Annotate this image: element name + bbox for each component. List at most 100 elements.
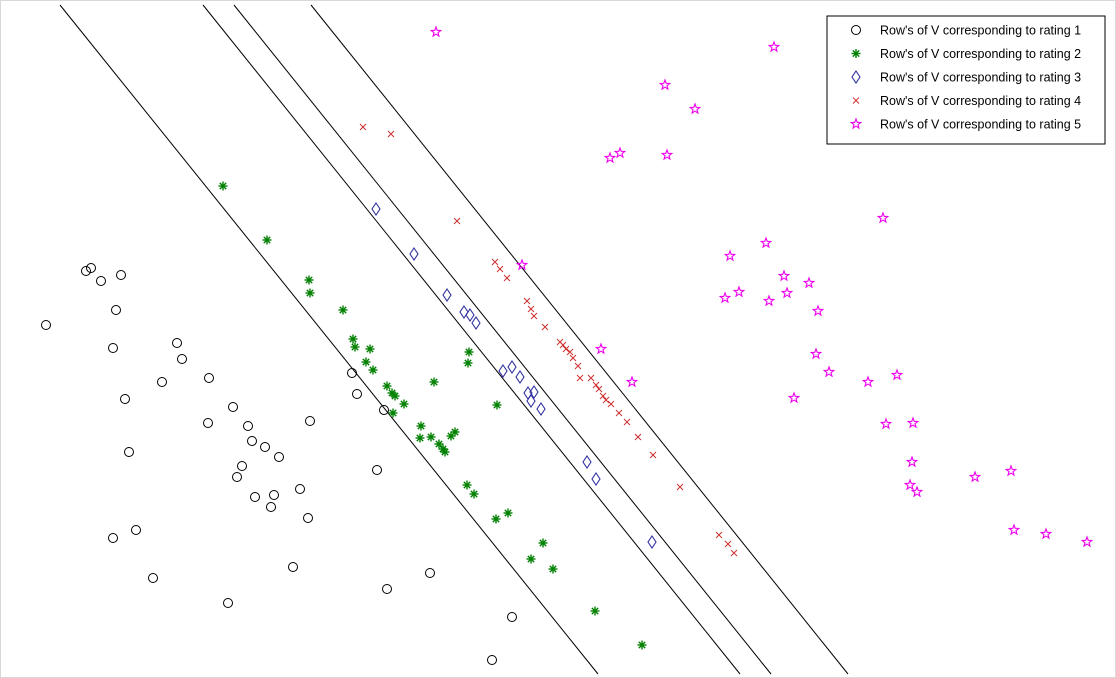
point-rating-5-23 bbox=[861, 375, 875, 388]
point-rating-3-1 bbox=[371, 202, 381, 216]
legend: Row's of V corresponding to rating 1 Row'… bbox=[826, 15, 1106, 145]
point-rating-1-33 bbox=[347, 368, 357, 378]
point-rating-4-30 bbox=[724, 540, 732, 548]
point-rating-1-20 bbox=[237, 461, 247, 471]
point-rating-4-24 bbox=[615, 409, 623, 417]
point-rating-2-32 bbox=[526, 554, 536, 564]
point-rating-4-17 bbox=[576, 374, 584, 382]
point-rating-1-12 bbox=[177, 354, 187, 364]
point-rating-5-34 bbox=[1039, 527, 1053, 540]
point-rating-2-16 bbox=[429, 377, 439, 387]
point-rating-3-13 bbox=[536, 402, 546, 416]
point-rating-5-8 bbox=[876, 211, 890, 224]
point-rating-1-18 bbox=[260, 442, 270, 452]
point-rating-1-36 bbox=[372, 465, 382, 475]
point-rating-4-6 bbox=[503, 274, 511, 282]
point-rating-4-29 bbox=[715, 531, 723, 539]
point-rating-4-21 bbox=[599, 392, 607, 400]
point-rating-2-35 bbox=[590, 606, 600, 616]
legend-item-rating-5: Row's of V corresponding to rating 5 bbox=[849, 117, 1081, 132]
point-rating-4-26 bbox=[634, 433, 642, 441]
legend-label-rating-3: Row's of V corresponding to rating 3 bbox=[880, 71, 1081, 85]
point-rating-1-27 bbox=[305, 416, 315, 426]
point-rating-1-3 bbox=[86, 263, 96, 273]
point-rating-4-19 bbox=[592, 381, 600, 389]
point-rating-4-14 bbox=[566, 348, 574, 356]
legend-marker-rating-4 bbox=[852, 97, 860, 104]
point-rating-5-25 bbox=[787, 391, 801, 404]
point-rating-3-12 bbox=[526, 394, 536, 408]
point-rating-5-9 bbox=[515, 258, 529, 271]
point-rating-3-7 bbox=[498, 364, 508, 378]
point-rating-4-12 bbox=[559, 341, 567, 349]
point-rating-1-5 bbox=[116, 270, 126, 280]
point-rating-3-16 bbox=[647, 535, 657, 549]
point-rating-5-19 bbox=[594, 342, 608, 355]
point-rating-4-4 bbox=[491, 258, 499, 266]
point-rating-4-31 bbox=[730, 549, 738, 557]
point-rating-5-21 bbox=[822, 365, 836, 378]
point-rating-3-14 bbox=[582, 455, 592, 469]
point-rating-5-22 bbox=[625, 375, 639, 388]
series-rating-4 bbox=[359, 123, 738, 557]
point-rating-1-39 bbox=[507, 612, 517, 622]
point-rating-5-35 bbox=[1080, 535, 1094, 548]
point-rating-1-6 bbox=[111, 305, 121, 315]
point-rating-2-3 bbox=[304, 275, 314, 285]
point-rating-2-28 bbox=[462, 480, 472, 490]
point-rating-4-9 bbox=[530, 312, 538, 320]
series-rating-3 bbox=[371, 202, 657, 549]
point-rating-1-24 bbox=[269, 490, 279, 500]
point-rating-5-18 bbox=[811, 304, 825, 317]
point-rating-3-6 bbox=[471, 316, 481, 330]
point-rating-5-28 bbox=[905, 455, 919, 468]
point-rating-1-8 bbox=[120, 394, 130, 404]
point-rating-3-15 bbox=[591, 472, 601, 486]
point-rating-2-14 bbox=[399, 399, 409, 409]
point-rating-3-2 bbox=[409, 247, 419, 261]
point-rating-5-20 bbox=[809, 347, 823, 360]
point-rating-1-32 bbox=[288, 562, 298, 572]
point-rating-1-23 bbox=[266, 502, 276, 512]
point-rating-1-4 bbox=[96, 276, 106, 286]
legend-marker-rating-3 bbox=[851, 70, 861, 84]
point-rating-5-17 bbox=[780, 286, 794, 299]
point-rating-3-5 bbox=[465, 308, 475, 322]
legend-box bbox=[826, 15, 1106, 145]
point-rating-2-1 bbox=[218, 181, 228, 191]
point-rating-5-11 bbox=[759, 236, 773, 249]
point-rating-1-30 bbox=[148, 573, 158, 583]
point-rating-2-11 bbox=[382, 381, 392, 391]
point-rating-2-15 bbox=[388, 408, 398, 418]
point-rating-5-7 bbox=[660, 148, 674, 161]
point-rating-2-7 bbox=[350, 342, 360, 352]
point-rating-1-19 bbox=[274, 452, 284, 462]
point-rating-3-4 bbox=[459, 305, 469, 319]
legend-label-rating-4: Row's of V corresponding to rating 4 bbox=[880, 94, 1081, 108]
point-rating-2-20 bbox=[416, 421, 426, 431]
separating-line-1 bbox=[59, 4, 599, 675]
point-rating-1-26 bbox=[303, 513, 313, 523]
point-rating-5-10 bbox=[723, 249, 737, 262]
point-rating-2-10 bbox=[368, 365, 378, 375]
point-rating-1-1 bbox=[41, 320, 51, 330]
series-rating-2 bbox=[218, 181, 647, 650]
point-rating-1-16 bbox=[243, 421, 253, 431]
separating-line-2 bbox=[202, 4, 741, 675]
point-rating-4-16 bbox=[574, 362, 582, 370]
point-rating-5-2 bbox=[767, 40, 781, 53]
point-rating-2-34 bbox=[548, 564, 558, 574]
point-rating-1-14 bbox=[228, 402, 238, 412]
point-rating-4-1 bbox=[359, 123, 367, 131]
point-rating-1-28 bbox=[108, 533, 118, 543]
separating-line-4 bbox=[310, 4, 849, 675]
point-rating-2-19 bbox=[492, 400, 502, 410]
point-rating-2-30 bbox=[491, 514, 501, 524]
point-rating-2-36 bbox=[637, 640, 647, 650]
point-rating-1-40 bbox=[487, 655, 497, 665]
point-rating-1-2 bbox=[81, 266, 91, 276]
legend-label-rating-1: Row's of V corresponding to rating 1 bbox=[880, 24, 1081, 38]
point-rating-2-2 bbox=[262, 235, 272, 245]
point-rating-2-13 bbox=[390, 391, 400, 401]
point-rating-2-22 bbox=[415, 433, 425, 443]
